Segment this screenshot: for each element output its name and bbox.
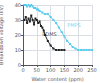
svg-text:0: 0: [21, 67, 24, 73]
svg-text:Water content (ppm): Water content (ppm): [31, 76, 83, 83]
svg-text:100: 100: [46, 67, 56, 73]
svg-text:PMPS: PMPS: [67, 22, 81, 28]
svg-text:150: 150: [60, 67, 70, 73]
svg-text:200: 200: [73, 67, 83, 73]
svg-text:10: 10: [15, 47, 21, 53]
svg-text:30: 30: [15, 17, 21, 23]
svg-text:40: 40: [15, 2, 21, 8]
svg-text:PDMS: PDMS: [42, 30, 57, 37]
svg-text:250: 250: [87, 67, 97, 73]
svg-text:0: 0: [17, 62, 21, 68]
svg-text:50: 50: [34, 67, 40, 73]
svg-text:20: 20: [15, 32, 21, 38]
svg-text:Breakdown voltage (kV): Breakdown voltage (kV): [0, 5, 5, 65]
